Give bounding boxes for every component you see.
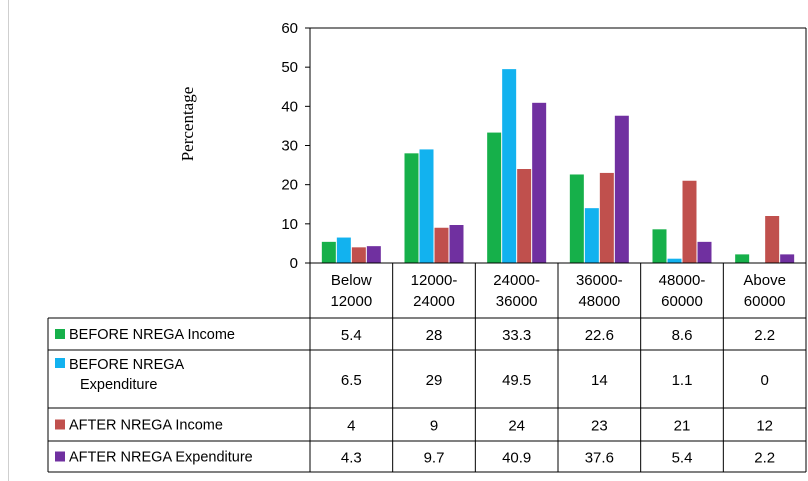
bar xyxy=(780,254,795,263)
bar xyxy=(682,180,697,263)
bar xyxy=(569,174,584,263)
bar xyxy=(336,237,351,263)
data-value-label: 9.7 xyxy=(424,450,445,467)
bar xyxy=(366,246,381,263)
category-label: Above xyxy=(743,272,786,289)
legend-label: AFTER NREGA Income xyxy=(69,418,223,434)
bar xyxy=(434,227,449,263)
data-value-label: 5.4 xyxy=(341,327,362,344)
bar xyxy=(614,115,629,263)
bar xyxy=(351,247,366,263)
bar xyxy=(449,225,464,263)
data-value-label: 21 xyxy=(674,418,691,435)
data-value-label: 12 xyxy=(756,418,773,435)
category-label: 24000 xyxy=(413,293,455,310)
data-value-label: 14 xyxy=(591,372,608,389)
bar xyxy=(667,258,682,263)
bar xyxy=(487,132,502,263)
category-label: 12000 xyxy=(330,293,372,310)
data-value-label: 23 xyxy=(591,418,608,435)
data-value-label: 37.6 xyxy=(585,450,614,467)
legend-swatch xyxy=(55,451,65,462)
data-value-label: 40.9 xyxy=(502,450,531,467)
y-tick-label: 50 xyxy=(281,59,298,76)
category-label: 48000 xyxy=(578,293,620,310)
data-value-label: 24 xyxy=(508,418,525,435)
bar xyxy=(532,102,547,263)
bar xyxy=(599,172,614,263)
bar xyxy=(697,241,712,263)
category-label: 24000- xyxy=(493,272,540,289)
y-tick-label: 30 xyxy=(281,138,298,155)
data-value-label: 9 xyxy=(430,418,438,435)
data-value-label: 22.6 xyxy=(585,327,614,344)
category-label: 36000 xyxy=(496,293,538,310)
legend-swatch xyxy=(55,329,65,339)
data-value-label: 4.3 xyxy=(341,450,362,467)
y-tick-label: 60 xyxy=(281,20,298,37)
data-value-label: 29 xyxy=(426,372,443,389)
data-value-label: 33.3 xyxy=(502,327,531,344)
category-label: 60000 xyxy=(661,293,703,310)
category-label: 36000- xyxy=(576,272,623,289)
legend-label: BEFORE NREGA Income xyxy=(69,327,235,343)
data-value-label: 49.5 xyxy=(502,372,531,389)
data-value-label: 2.2 xyxy=(754,450,775,467)
category-label: 60000 xyxy=(744,293,786,310)
data-value-label: 28 xyxy=(426,327,443,344)
legend-label: AFTER NREGA Expenditure xyxy=(69,450,253,466)
y-axis-title: Percentage xyxy=(178,87,197,162)
bar xyxy=(419,149,434,263)
y-tick-label: 0 xyxy=(290,255,298,272)
figure-left-border xyxy=(8,0,9,481)
bar xyxy=(765,216,780,263)
category-label: 48000- xyxy=(659,272,706,289)
bar xyxy=(404,153,419,263)
data-value-label: 8.6 xyxy=(672,327,693,344)
bar xyxy=(517,169,532,263)
data-value-label: 4 xyxy=(347,418,355,435)
bar xyxy=(652,229,667,263)
data-value-label: 6.5 xyxy=(341,372,362,389)
data-value-label: 0 xyxy=(760,372,768,389)
bar xyxy=(584,208,599,263)
legend-swatch xyxy=(55,358,65,368)
data-value-label: 5.4 xyxy=(672,450,693,467)
bar xyxy=(735,254,750,263)
y-tick-label: 10 xyxy=(281,216,298,233)
y-tick-label: 20 xyxy=(281,177,298,194)
legend-swatch xyxy=(55,419,65,430)
bar xyxy=(321,241,336,263)
legend-label: Expenditure xyxy=(80,377,157,393)
bar xyxy=(502,69,517,263)
data-value-label: 1.1 xyxy=(672,372,693,389)
legend-label: BEFORE NREGA xyxy=(69,357,185,373)
y-tick-label: 40 xyxy=(281,98,298,115)
category-label: 12000- xyxy=(411,272,458,289)
data-value-label: 2.2 xyxy=(754,327,775,344)
category-label: Below xyxy=(331,272,372,289)
